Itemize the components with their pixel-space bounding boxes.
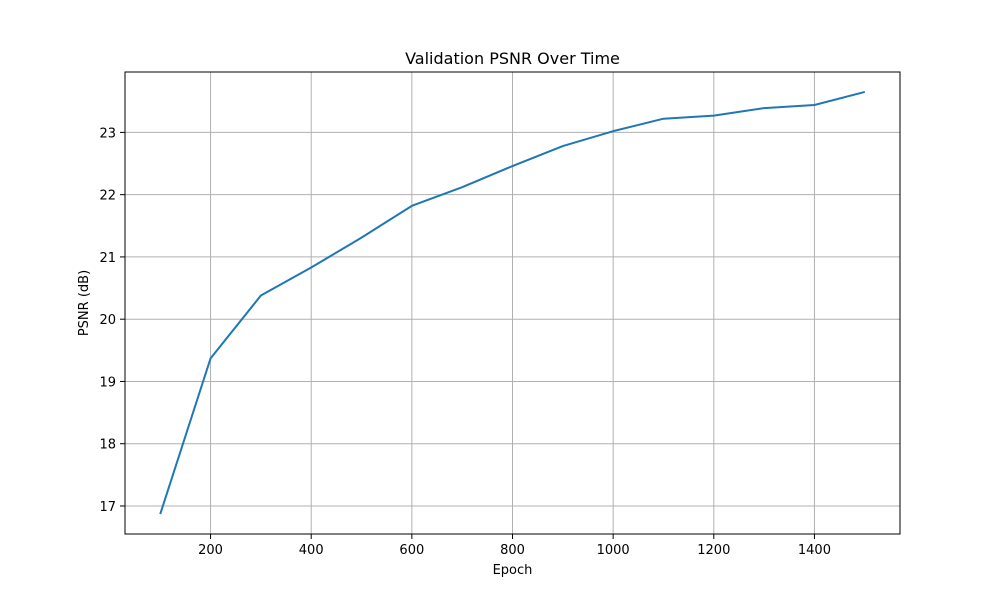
x-axis-label: Epoch <box>493 563 533 578</box>
x-tick-label: 1400 <box>798 543 831 558</box>
x-tick-label: 800 <box>500 543 525 558</box>
y-tick-label: 20 <box>99 313 116 328</box>
series-layer <box>159 90 866 515</box>
x-tick-label: 400 <box>299 543 324 558</box>
axis-ticks: 200 400 600 800 1000 1200 1400 17 18 19 20 21 22 23 <box>99 126 831 558</box>
x-tick-label: 1200 <box>697 543 730 558</box>
y-tick-label: 18 <box>99 438 116 453</box>
x-tick-label: 600 <box>399 543 424 558</box>
y-tick-label: 19 <box>99 375 116 390</box>
x-tick-label: 200 <box>198 543 223 558</box>
chart-title: Validation PSNR Over Time <box>405 49 620 68</box>
y-tick-label: 22 <box>99 189 116 204</box>
x-tick-label: 1000 <box>597 543 630 558</box>
y-tick-label: 17 <box>99 500 116 515</box>
y-axis-label: PSNR (dB) <box>77 270 92 336</box>
y-tick-label: 23 <box>99 126 116 141</box>
grid-lines <box>125 72 900 534</box>
y-tick-label: 21 <box>99 251 116 266</box>
